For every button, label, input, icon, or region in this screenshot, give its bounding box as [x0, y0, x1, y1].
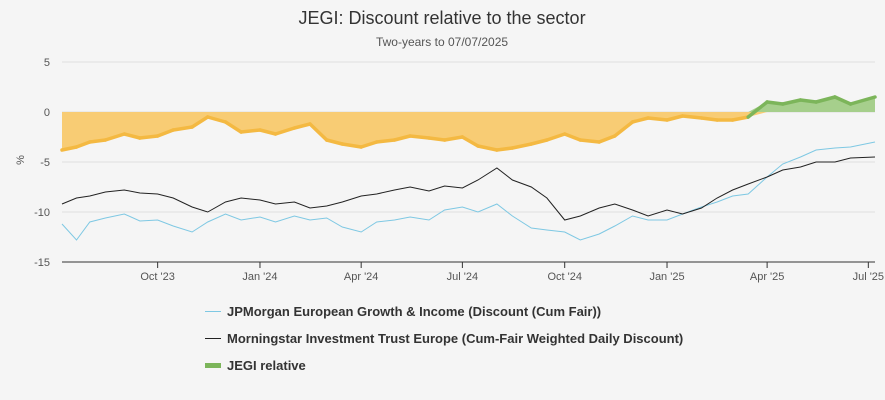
x-tick-label-3: Jul '24	[447, 271, 478, 283]
relative-line-segment-7	[155, 128, 175, 138]
relative-line-segment-39	[699, 116, 719, 122]
relative-line-segment-13	[258, 128, 278, 136]
relative-line-segment-18	[340, 142, 363, 149]
relative-line-segment-35	[630, 116, 650, 124]
relative-line-segment-36	[646, 116, 669, 122]
relative-line-segment-34	[613, 120, 635, 138]
legend-swatch-relative	[205, 363, 221, 368]
legend-item-mit[interactable]: Morningstar Investment Trust Europe (Cum…	[205, 325, 683, 352]
relative-line-segment-10	[205, 115, 228, 124]
relative-line-segment-47	[833, 95, 853, 106]
relative-line-segment-26	[476, 144, 499, 152]
relative-line-segment-43	[765, 100, 785, 106]
y-tick-label-2: -5	[40, 157, 50, 169]
relative-line-segment-23	[427, 136, 447, 142]
x-tick-label-1: Jan '24	[242, 271, 277, 283]
relative-line-segment-31	[562, 132, 583, 142]
relative-line-segment-44	[780, 98, 803, 106]
chart-legend: JPMorgan European Growth & Income (Disco…	[205, 298, 683, 379]
relative-line-segment-45	[798, 98, 818, 104]
relative-line-segment-17	[324, 138, 345, 146]
relative-line-segment-9	[190, 115, 210, 129]
y-axis-label: %	[15, 155, 27, 165]
relative-positive-area	[62, 97, 875, 112]
relative-line-segment-24	[442, 135, 465, 142]
relative-line-segment-1	[60, 145, 79, 152]
relative-line-segment-5	[122, 132, 142, 140]
relative-line-segment-3	[88, 138, 108, 144]
relative-line-segment-38	[680, 114, 704, 120]
relative-line-segment-32	[578, 138, 601, 144]
series-line-mit	[61, 156, 876, 221]
y-tick-label-1: 0	[44, 107, 50, 119]
relative-line-segment-33	[597, 134, 617, 144]
x-tick-label-2: Apr '24	[344, 271, 379, 283]
series-lines	[60, 95, 877, 241]
x-tick-label-6: Apr '25	[750, 271, 785, 283]
relative-line-segment-11	[223, 120, 243, 134]
chart-subtitle: Two-years to 07/07/2025	[376, 35, 508, 49]
legend-item-relative[interactable]: JEGI relative	[205, 352, 683, 379]
x-tick-label-0: Oct '23	[140, 271, 175, 283]
relative-line-segment-12	[239, 128, 262, 134]
relative-line-segment-8	[171, 125, 194, 132]
relative-line-segment-41	[730, 115, 750, 122]
legend-item-jpm[interactable]: JPMorgan European Growth & Income (Disco…	[205, 298, 683, 325]
relative-line-segment-6	[138, 134, 160, 140]
relative-line-segment-15	[292, 122, 312, 130]
relative-line-segment-21	[392, 134, 412, 142]
legend-swatch-jpm	[205, 311, 221, 312]
relative-line-segment-48	[848, 95, 877, 106]
legend-label-mit: Morningstar Investment Trust Europe (Cum…	[227, 331, 684, 346]
relative-line-segment-4	[103, 132, 127, 142]
relative-line-segment-2	[74, 140, 92, 149]
relative-line-segment-19	[359, 140, 379, 149]
relative-line-segment-46	[814, 95, 837, 104]
relative-area	[62, 97, 875, 150]
legend-label-relative: JEGI relative	[227, 358, 306, 373]
relative-line-segment-27	[495, 146, 515, 152]
legend-swatch-mit	[205, 338, 221, 339]
x-tick-label-7: Jul '25	[853, 271, 884, 283]
x-tick-label-5: Jan '25	[649, 271, 684, 283]
relative-line-segment-37	[665, 114, 685, 122]
y-tick-label-0: 5	[44, 57, 50, 69]
discount-chart: JEGI: Discount relative to the sector Tw…	[15, 8, 884, 283]
y-tick-label-3: -10	[34, 207, 50, 219]
relative-line-segment-29	[529, 138, 549, 146]
series-line-jpm	[61, 141, 876, 241]
y-tick-label-4: -15	[34, 257, 50, 269]
chart-title: JEGI: Discount relative to the sector	[298, 8, 585, 28]
relative-negative-area	[62, 112, 875, 150]
relative-line-segment-42	[746, 100, 769, 119]
relative-line-segment-22	[408, 134, 431, 140]
relative-line-segment-14	[273, 126, 297, 136]
legend-label-jpm: JPMorgan European Growth & Income (Disco…	[227, 304, 602, 319]
relative-line-segment-25	[460, 135, 480, 148]
x-tick-label-4: Oct '24	[547, 271, 582, 283]
relative-line-segment-30	[545, 132, 567, 142]
relative-line-segment-20	[374, 138, 397, 144]
relative-line-segment-16	[308, 122, 329, 142]
relative-line-segment-28	[510, 142, 534, 150]
axes: 5 0 -5 -10 -15 Oct '23 Jan '24 Apr '24 Jul '24 Oc…	[34, 57, 884, 283]
